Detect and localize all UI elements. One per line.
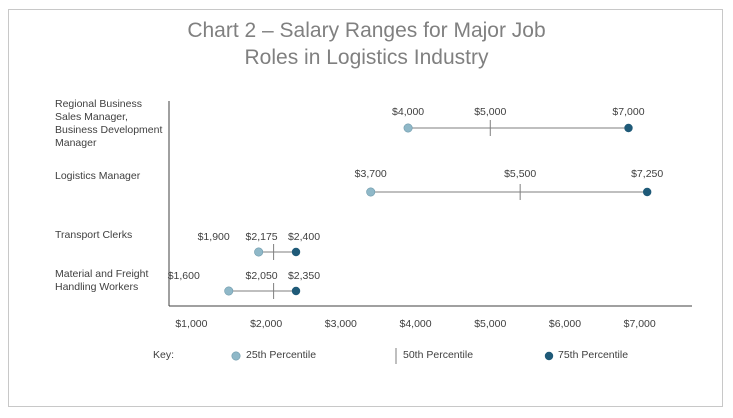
chart-frame <box>8 9 723 407</box>
chart-title-line-2: Roles in Logistics Industry <box>244 46 489 69</box>
data-label-75th: $2,350 <box>288 270 320 282</box>
point-25th <box>366 187 376 197</box>
data-label-25th: $1,900 <box>198 231 230 243</box>
data-label-25th: $3,700 <box>355 168 387 180</box>
data-label-50th: $5,500 <box>504 168 536 180</box>
category-label-freight-workers: Material and Freight Handling Workers <box>55 268 149 293</box>
data-label-50th: $2,175 <box>246 231 278 243</box>
data-label-25th: $1,600 <box>168 270 200 282</box>
key-label: Key: <box>153 349 175 361</box>
x-tick-label: $4,000 <box>399 318 431 330</box>
key-75th-marker <box>544 351 554 361</box>
point-75th <box>291 286 301 296</box>
x-tick-label: $7,000 <box>624 318 656 330</box>
point-75th <box>624 123 633 133</box>
point-25th <box>224 286 234 296</box>
x-tick-label: $2,000 <box>250 318 282 330</box>
key-50th-label: 50th Percentile <box>403 349 474 361</box>
chart-title-line-1: Chart 2 – Salary Ranges for Major Job <box>187 19 546 42</box>
point-25th <box>403 123 413 133</box>
data-label-75th: $2,400 <box>288 231 320 243</box>
data-label-75th: $7,000 <box>612 106 644 118</box>
category-label-sales-manager: Regional Business Sales Manager, Busines… <box>55 98 163 149</box>
point-75th <box>291 247 301 257</box>
x-tick-label: $6,000 <box>549 318 581 330</box>
key-25th-label: 25th Percentile <box>246 349 317 361</box>
point-75th <box>642 187 652 197</box>
point-25th <box>254 247 264 257</box>
category-label-logistics-manager: Logistics Manager <box>55 170 141 182</box>
data-label-25th: $4,000 <box>392 106 424 118</box>
data-label-75th: $7,250 <box>631 168 663 180</box>
x-tick-label: $3,000 <box>325 318 357 330</box>
x-tick-label: $1,000 <box>175 318 207 330</box>
key-75th-label: 75th Percentile <box>558 349 629 361</box>
x-tick-label: $5,000 <box>474 318 506 330</box>
data-label-50th: $5,000 <box>474 106 506 118</box>
key-25th-marker <box>231 351 241 361</box>
chart-title: Chart 2 – Salary Ranges for Major Job Ro… <box>0 17 733 71</box>
data-label-50th: $2,050 <box>246 270 278 282</box>
category-label-transport-clerks: Transport Clerks <box>55 229 133 241</box>
